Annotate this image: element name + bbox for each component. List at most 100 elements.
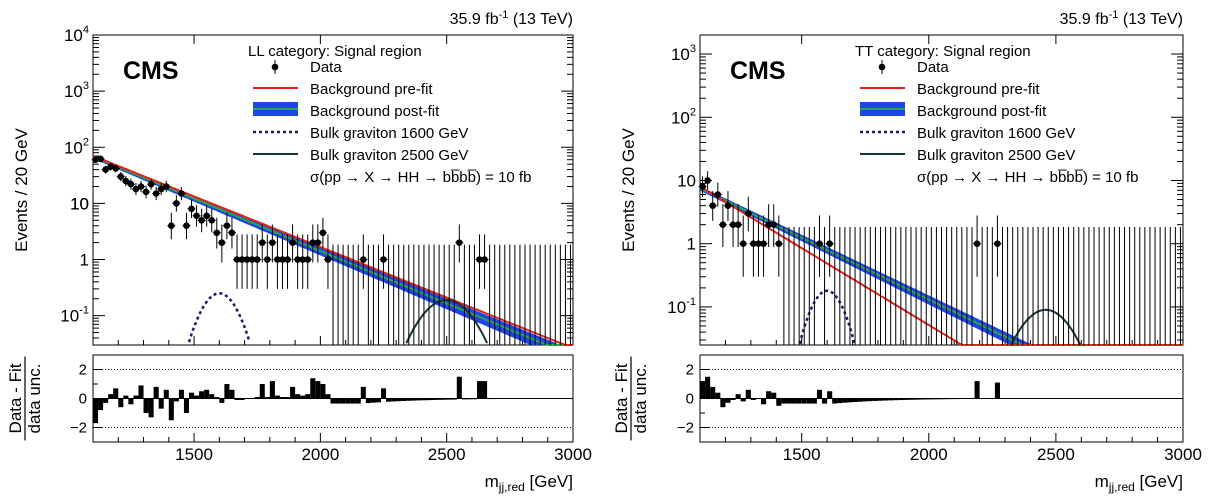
pull-bar — [138, 385, 144, 399]
pull-bar — [199, 391, 205, 399]
data-point — [481, 256, 488, 263]
pull-bar-empty — [492, 398, 498, 400]
pull-bar — [735, 394, 741, 399]
data-point — [132, 185, 140, 193]
pull-bar-empty — [872, 398, 878, 401]
y-tick-label: 103 — [671, 43, 696, 64]
pull-bar — [750, 398, 756, 400]
data-point — [228, 229, 236, 237]
data-point — [319, 229, 327, 237]
data-point — [704, 177, 711, 184]
y-tick-label: 1 — [687, 235, 696, 254]
pull-bar — [710, 386, 716, 399]
pull-bar-empty — [396, 398, 402, 402]
pull-bar — [158, 398, 164, 409]
pull-bar-empty — [436, 398, 442, 400]
data-point — [284, 256, 291, 263]
pull-bar — [194, 395, 200, 399]
pull-bar — [827, 391, 833, 399]
data-point — [724, 202, 732, 209]
ratio-y-tick-label: −2 — [677, 420, 694, 437]
pull-bar — [239, 398, 245, 400]
data-point — [92, 156, 99, 164]
y-axis-label: Events / 20 GeV — [12, 127, 31, 251]
y-tick-label: 10-1 — [60, 305, 89, 326]
legend-prefit: Background pre-fit — [310, 81, 433, 98]
pull-bar — [320, 384, 326, 399]
pull-bar — [234, 398, 240, 400]
data-point — [714, 191, 722, 198]
pull-bar-empty — [431, 398, 437, 400]
data-point — [729, 221, 737, 228]
pull-bar — [761, 398, 767, 405]
y-tick-label: 102 — [671, 106, 696, 127]
legend-data: Data — [917, 59, 949, 76]
pull-bar — [300, 395, 306, 399]
data-point — [162, 183, 170, 190]
ratio-y-label-numerator: Data - Fit — [612, 363, 631, 433]
pull-bar-empty — [908, 398, 914, 400]
legend-signal-2500: Bulk graviton 2500 GeV — [310, 147, 468, 164]
pull-bar-empty — [832, 398, 838, 404]
data-point — [826, 240, 833, 248]
data-point — [173, 200, 180, 207]
pull-bar — [229, 389, 235, 399]
pull-bar-empty — [350, 398, 356, 404]
pull-bar — [259, 384, 265, 399]
signal-1600-curve — [187, 292, 251, 343]
pull-bar-empty — [903, 398, 909, 400]
pull-bar — [108, 394, 114, 399]
pull-bar-empty — [335, 398, 341, 404]
data-point — [248, 256, 256, 263]
pull-bar-empty — [862, 398, 868, 402]
legend-signal-1600: Bulk graviton 1600 GeV — [917, 125, 1075, 142]
pull-bar — [776, 398, 782, 406]
pull-bar-empty — [446, 398, 452, 400]
pull-bar-empty — [822, 398, 828, 404]
pull-bar — [279, 397, 285, 399]
legend-postfit: Background post-fit — [917, 103, 1047, 120]
ratio-y-label-denominator: data unc. — [631, 364, 650, 434]
legend-prefit: Background pre-fit — [917, 81, 1040, 98]
data-point — [97, 155, 104, 163]
pull-bar — [310, 378, 316, 399]
pull-bar — [315, 381, 321, 399]
data-point — [299, 256, 306, 263]
pull-bar-empty — [421, 398, 427, 401]
data-point — [122, 177, 130, 185]
pull-bar-empty — [781, 398, 787, 404]
pull-bar — [224, 384, 230, 399]
pull-bar — [715, 392, 721, 399]
data-point — [233, 256, 241, 263]
pull-bar — [477, 381, 483, 399]
pull-bar-empty — [330, 398, 336, 404]
pull-bar-empty — [411, 398, 417, 401]
pull-bar — [700, 381, 706, 399]
data-point — [137, 183, 145, 190]
data-point — [709, 202, 717, 209]
pull-bar-empty — [933, 398, 939, 400]
data-point — [152, 190, 160, 197]
ratio-y-label-numerator: Data - Fit — [6, 363, 25, 433]
ratio-y-axis-label: Data - Fit data unc. — [6, 356, 44, 441]
data-point — [360, 256, 367, 263]
pull-bar-empty — [365, 398, 371, 404]
data-point — [258, 239, 266, 246]
pull-bar — [254, 397, 260, 399]
pull-bar — [173, 398, 179, 402]
y-tick-label: 10 — [70, 194, 89, 213]
pull-bar-empty — [386, 398, 392, 402]
x-tick-label: 2500 — [1037, 445, 1075, 464]
pull-bar-empty — [786, 398, 792, 404]
pull-bar-empty — [801, 398, 807, 404]
data-point — [456, 239, 463, 246]
data-point — [314, 239, 322, 246]
data-point — [127, 180, 135, 188]
pull-bar-empty — [471, 398, 477, 400]
pull-bar-empty — [806, 398, 812, 404]
pull-bar — [994, 382, 1000, 399]
legend-data: Data — [310, 59, 342, 76]
data-point — [739, 240, 747, 248]
data-point — [294, 256, 301, 263]
